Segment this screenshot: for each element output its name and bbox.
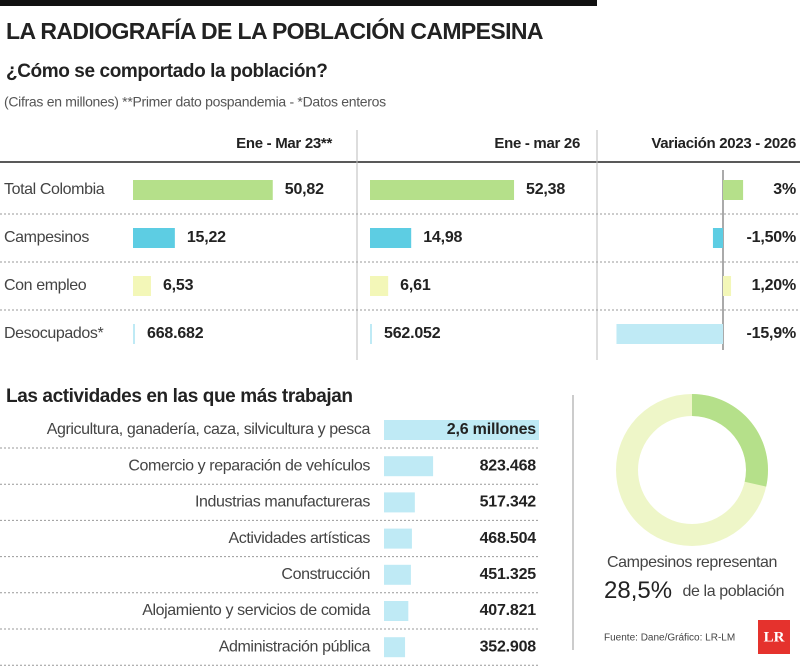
activity-bar <box>384 637 406 658</box>
activity-value: 468.504 <box>480 530 537 547</box>
source: Fuente: Dane/Gráfico: LR-LM <box>604 633 735 644</box>
variation-bar <box>616 324 723 344</box>
note: (Cifras en millones) **Primer dato pospa… <box>4 94 386 110</box>
variation-label: 1,20% <box>752 277 796 294</box>
title: LA RADIOGRAFÍA DE LA POBLACIÓN CAMPESINA <box>6 17 543 44</box>
activity-label: Alojamiento y servicios de comida <box>142 602 370 619</box>
bar <box>370 180 515 200</box>
activity-value: 407.821 <box>480 602 537 619</box>
activity-value: 352.908 <box>480 638 537 655</box>
bar <box>133 324 135 344</box>
activity-value: 823.468 <box>480 457 537 474</box>
logo: LR <box>764 629 785 645</box>
row-label: Desocupados* <box>4 325 103 342</box>
activity-label: Construcción <box>281 566 370 583</box>
row-label: Campesinos <box>4 229 89 246</box>
bar <box>370 228 412 248</box>
bar <box>370 276 389 296</box>
column-header: Ene - mar 26 <box>494 135 580 152</box>
variation-bar <box>723 276 732 296</box>
bar <box>133 276 151 296</box>
donut-value: 28,5% <box>604 577 672 604</box>
section-title: Las actividades en las que más trabajan <box>6 386 353 407</box>
bar <box>133 180 273 200</box>
variation-bar <box>712 228 723 248</box>
activity-bar <box>384 528 412 549</box>
row-label: Con empleo <box>4 277 87 294</box>
variation-bar <box>723 180 744 200</box>
activity-bar <box>384 601 409 621</box>
activity-value: 517.342 <box>480 494 537 511</box>
variation-label: 3% <box>773 181 796 198</box>
activity-label: Comercio y reparación de vehículos <box>128 457 370 474</box>
bar <box>370 324 372 344</box>
row-label: Total Colombia <box>4 181 105 198</box>
column-header: Variación 2023 - 2026 <box>651 135 796 152</box>
variation-label: -15,9% <box>747 325 797 342</box>
logo-box <box>758 620 790 654</box>
value-label: 52,38 <box>526 181 565 198</box>
value-label: 14,98 <box>423 229 462 246</box>
column-header: Ene - Mar 23** <box>236 135 332 152</box>
value-label: 668.682 <box>147 325 204 342</box>
activity-bar <box>384 456 434 477</box>
activity-bar <box>384 420 539 440</box>
value-label: 15,22 <box>187 229 226 246</box>
value-label: 6,53 <box>163 277 194 294</box>
value-label: 562.052 <box>384 325 441 342</box>
donut-segment <box>692 394 768 487</box>
donut-caption: Campesinos representan <box>607 554 777 571</box>
donut-caption: 28,5% de la población <box>604 577 784 604</box>
activity-label: Actividades artísticas <box>229 530 371 547</box>
activity-label: Administración pública <box>219 638 371 655</box>
subtitle: ¿Cómo se comportado la población? <box>6 61 327 82</box>
activity-label: Agricultura, ganadería, caza, silvicultu… <box>47 421 371 438</box>
bar <box>133 228 175 248</box>
top-rule <box>0 0 597 6</box>
activity-bar <box>384 564 411 585</box>
variation-label: -1,50% <box>747 229 797 246</box>
activity-value: 451.325 <box>480 566 537 583</box>
activity-bar <box>384 492 415 513</box>
activity-label: Industrias manufactureras <box>195 494 370 511</box>
value-label: 6,61 <box>400 277 431 294</box>
donut-caption-end: de la población <box>683 583 785 600</box>
activity-value: 2,6 millones <box>447 421 536 438</box>
value-label: 50,82 <box>285 181 324 198</box>
